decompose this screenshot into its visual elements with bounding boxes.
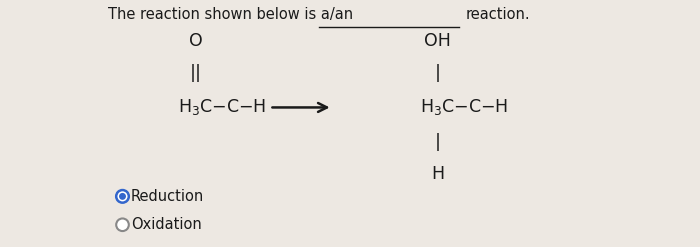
Text: H$_3$C$-$C$-$H: H$_3$C$-$C$-$H: [178, 98, 267, 117]
Text: |: |: [435, 133, 440, 151]
Text: reaction.: reaction.: [466, 7, 530, 22]
Ellipse shape: [116, 218, 129, 231]
Text: H$_3$C$-$C$-$H: H$_3$C$-$C$-$H: [420, 98, 508, 117]
Ellipse shape: [116, 190, 129, 203]
Text: O: O: [189, 32, 203, 50]
Text: ||: ||: [190, 64, 202, 82]
Text: Reduction: Reduction: [131, 189, 204, 204]
Text: Oxidation: Oxidation: [131, 217, 202, 232]
Text: H: H: [431, 165, 444, 183]
Text: |: |: [435, 64, 440, 82]
Text: The reaction shown below is a/an: The reaction shown below is a/an: [108, 7, 354, 22]
Text: OH: OH: [424, 32, 451, 50]
Ellipse shape: [119, 193, 126, 200]
